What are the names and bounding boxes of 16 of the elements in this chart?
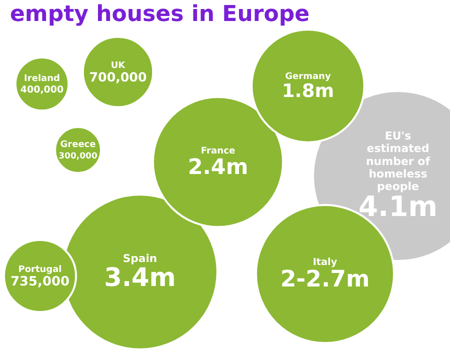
category-label: Italy <box>312 257 338 268</box>
category-label: Spain <box>122 252 158 266</box>
category-label: France <box>200 146 236 157</box>
category-label: Greece <box>60 140 96 150</box>
category-label: UK <box>110 61 126 72</box>
data-label: 2-2.7m <box>280 266 370 292</box>
text: empty houses in Europe <box>10 2 310 27</box>
category-label: Portugal <box>18 264 62 275</box>
data-label: 400,000 <box>20 84 64 96</box>
data-label: 2.4m <box>188 154 248 180</box>
data-label: 700,000 <box>89 69 147 84</box>
category-label: Germany <box>285 72 331 82</box>
data-label: 735,000 <box>10 274 70 290</box>
data-label: 1.8m <box>282 80 334 102</box>
category-label: Ireland <box>24 74 60 84</box>
data-label: 300,000 <box>58 151 98 162</box>
